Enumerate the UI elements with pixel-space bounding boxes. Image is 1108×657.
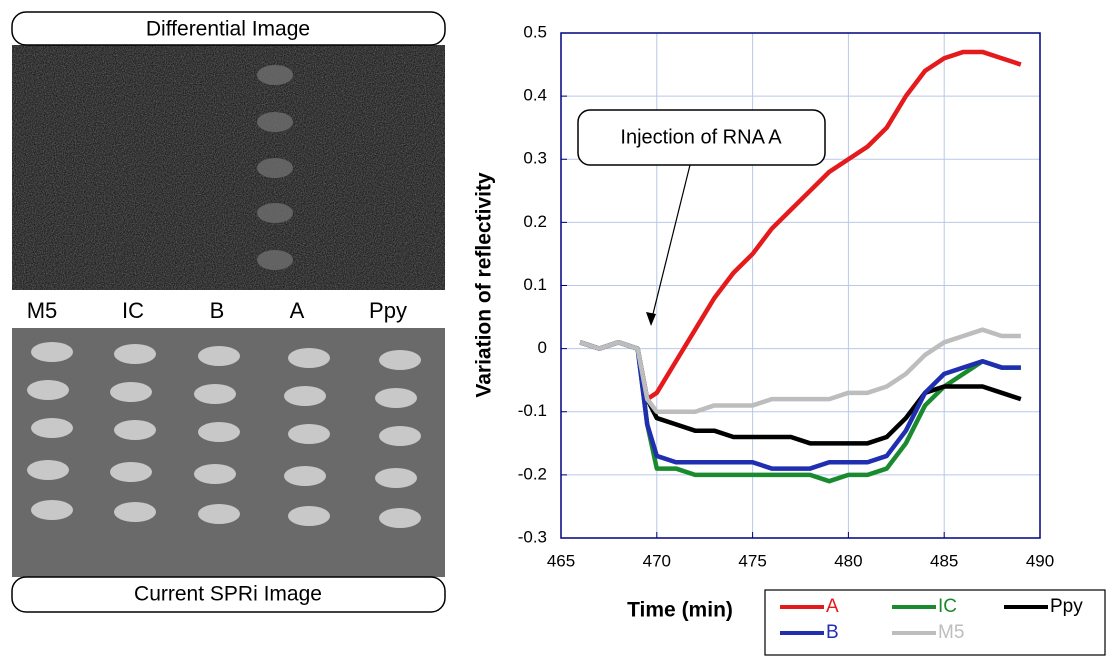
column-label: B <box>210 298 225 323</box>
spot <box>27 380 69 400</box>
spot <box>114 420 156 440</box>
spot <box>198 346 240 366</box>
spot <box>288 424 330 444</box>
column-labels: M5 IC B A Ppy <box>27 298 407 323</box>
x-tick-label: 470 <box>643 551 671 570</box>
spot <box>288 506 330 526</box>
spot <box>288 348 330 368</box>
y-tick-label: 0.2 <box>523 212 547 231</box>
column-label: IC <box>122 298 144 323</box>
legend-box <box>764 589 1106 656</box>
series-line <box>579 340 1021 471</box>
spot <box>31 342 73 362</box>
image-label: Differential Image <box>146 18 310 41</box>
y-axis-label: Variation of reflectivity <box>473 172 496 398</box>
plot-border <box>560 32 1041 539</box>
y-tick-label: 0.1 <box>523 275 547 294</box>
spot <box>257 203 293 223</box>
spot <box>114 344 156 364</box>
spot <box>31 418 73 438</box>
spot <box>379 508 421 528</box>
y-tick-label: -0.3 <box>518 527 547 546</box>
column-label: M5 <box>27 298 58 323</box>
spot <box>194 464 236 484</box>
x-tick-label: 490 <box>1026 551 1054 570</box>
y-tick-label: 0 <box>538 338 547 357</box>
image-label: Current SPRi Image <box>134 583 322 606</box>
spot <box>379 350 421 370</box>
y-tick-label: -0.1 <box>518 401 547 420</box>
spri-spots <box>27 342 421 528</box>
diff-spots <box>257 65 293 270</box>
spot <box>257 65 293 85</box>
legend-label: Ppy <box>1050 596 1083 617</box>
spot <box>284 386 326 406</box>
y-tick-label: 0.5 <box>523 22 547 41</box>
spot <box>375 388 417 408</box>
annotation: Injection of RNA A <box>620 126 782 148</box>
spot <box>379 426 421 446</box>
spot <box>110 462 152 482</box>
legend-label: A <box>826 596 839 617</box>
x-tick-label: 465 <box>547 551 575 570</box>
spot <box>194 384 236 404</box>
spot <box>198 422 240 442</box>
spot <box>110 382 152 402</box>
x-tick-label: 475 <box>738 551 766 570</box>
chart: 465 470 475 480 485 490 -0.3 -0.2 -0.1 0 0.1 0.2 0.3… <box>473 22 1106 656</box>
image-noise <box>12 45 445 290</box>
label-box <box>11 576 446 613</box>
x-tick-label: 480 <box>834 551 862 570</box>
y-tick-label: 0.3 <box>523 149 547 168</box>
spot <box>198 504 240 524</box>
spot <box>114 502 156 522</box>
arrow-head <box>646 312 656 326</box>
x-axis-label: Time (min) <box>627 599 733 622</box>
column-label: Ppy <box>369 298 407 323</box>
x-tick-label: 485 <box>930 551 958 570</box>
spot <box>27 460 69 480</box>
series-line <box>579 327 1021 414</box>
label-box <box>11 11 446 46</box>
annotation-box <box>577 109 826 166</box>
spot <box>257 112 293 132</box>
annotation-arrow <box>650 164 691 323</box>
legend-label: B <box>826 622 839 643</box>
spot <box>31 500 73 520</box>
y-tick-label: -0.2 <box>518 464 547 483</box>
legend-label: IC <box>938 596 957 617</box>
spot <box>257 250 293 270</box>
y-tick-label: 0.4 <box>523 86 547 105</box>
spot <box>257 158 293 178</box>
column-label: A <box>290 298 305 323</box>
legend-label: M5 <box>938 622 964 643</box>
spot <box>375 468 417 488</box>
spri-image <box>12 328 445 577</box>
spot <box>284 466 326 486</box>
